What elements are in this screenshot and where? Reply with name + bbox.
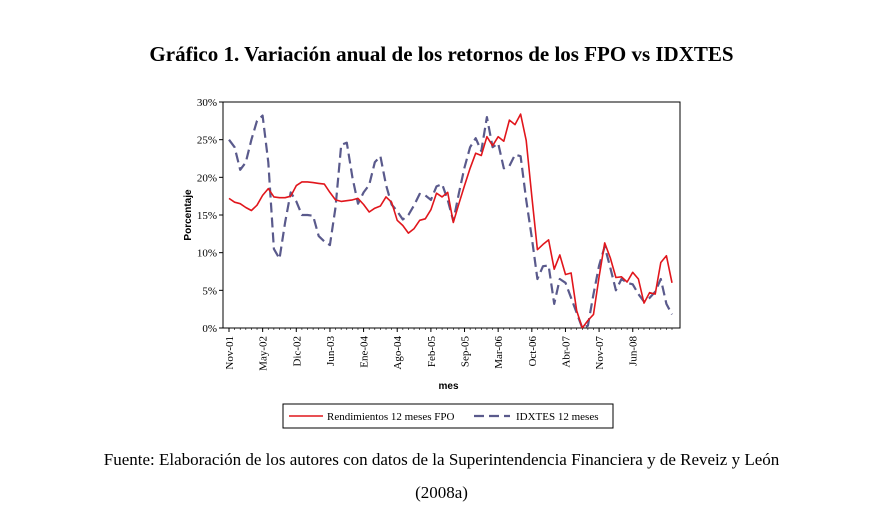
chart-title: Gráfico 1. Variación anual de los retorn…: [149, 42, 734, 66]
y-axis-label: Porcentaje: [183, 189, 194, 241]
x-tick-label: Oct-06: [527, 336, 539, 367]
x-tick-label: Ene-04: [359, 336, 371, 368]
y-tick-label: 25%: [197, 135, 217, 147]
x-tick-label: Jun-03: [325, 336, 337, 366]
x-tick-label: Feb-05: [426, 336, 438, 368]
y-tick-label: 5%: [202, 285, 217, 297]
x-tick-label: Abr-07: [560, 336, 572, 368]
series-layer: [228, 113, 673, 330]
y-tick-label: 0%: [202, 323, 217, 335]
source-note: Fuente: Elaboración de los autores con d…: [103, 450, 780, 469]
y-tick-label: 30%: [197, 97, 217, 109]
source-note-year: (2008a): [415, 483, 468, 502]
x-tick-label: Dic-02: [291, 336, 303, 367]
series-line-idxtes: [228, 114, 673, 330]
line-chart: 0% 5% 10% 15% 20% 25% 30% Nov-01 May-02 Dic-02 Jun…: [183, 97, 681, 429]
y-tick-label: 15%: [197, 210, 217, 222]
x-tick-label: Sep-05: [460, 336, 472, 368]
series-line-fpo: [228, 113, 673, 329]
legend-label-fpo: Rendimientos 12 meses FPO: [327, 411, 454, 423]
x-tick-label: Jun-08: [628, 336, 640, 366]
x-tick-label: Mar-06: [493, 336, 505, 369]
x-tick-label: Ago-04: [392, 336, 404, 370]
x-tick-label: Nov-01: [224, 336, 236, 370]
legend-box: [282, 403, 614, 429]
legend: Rendimientos 12 meses FPO IDXTES 12 meses: [282, 403, 614, 429]
x-tick-label: May-02: [258, 336, 270, 371]
x-tick-label: Nov-07: [594, 336, 606, 370]
y-tick-label: 20%: [197, 172, 217, 184]
axes: 0% 5% 10% 15% 20% 25% 30% Nov-01 May-02 Dic-02 Jun…: [183, 97, 673, 392]
x-axis-label: mes: [438, 381, 458, 392]
y-tick-label: 10%: [197, 248, 217, 260]
legend-label-idxtes: IDXTES 12 meses: [516, 411, 599, 423]
